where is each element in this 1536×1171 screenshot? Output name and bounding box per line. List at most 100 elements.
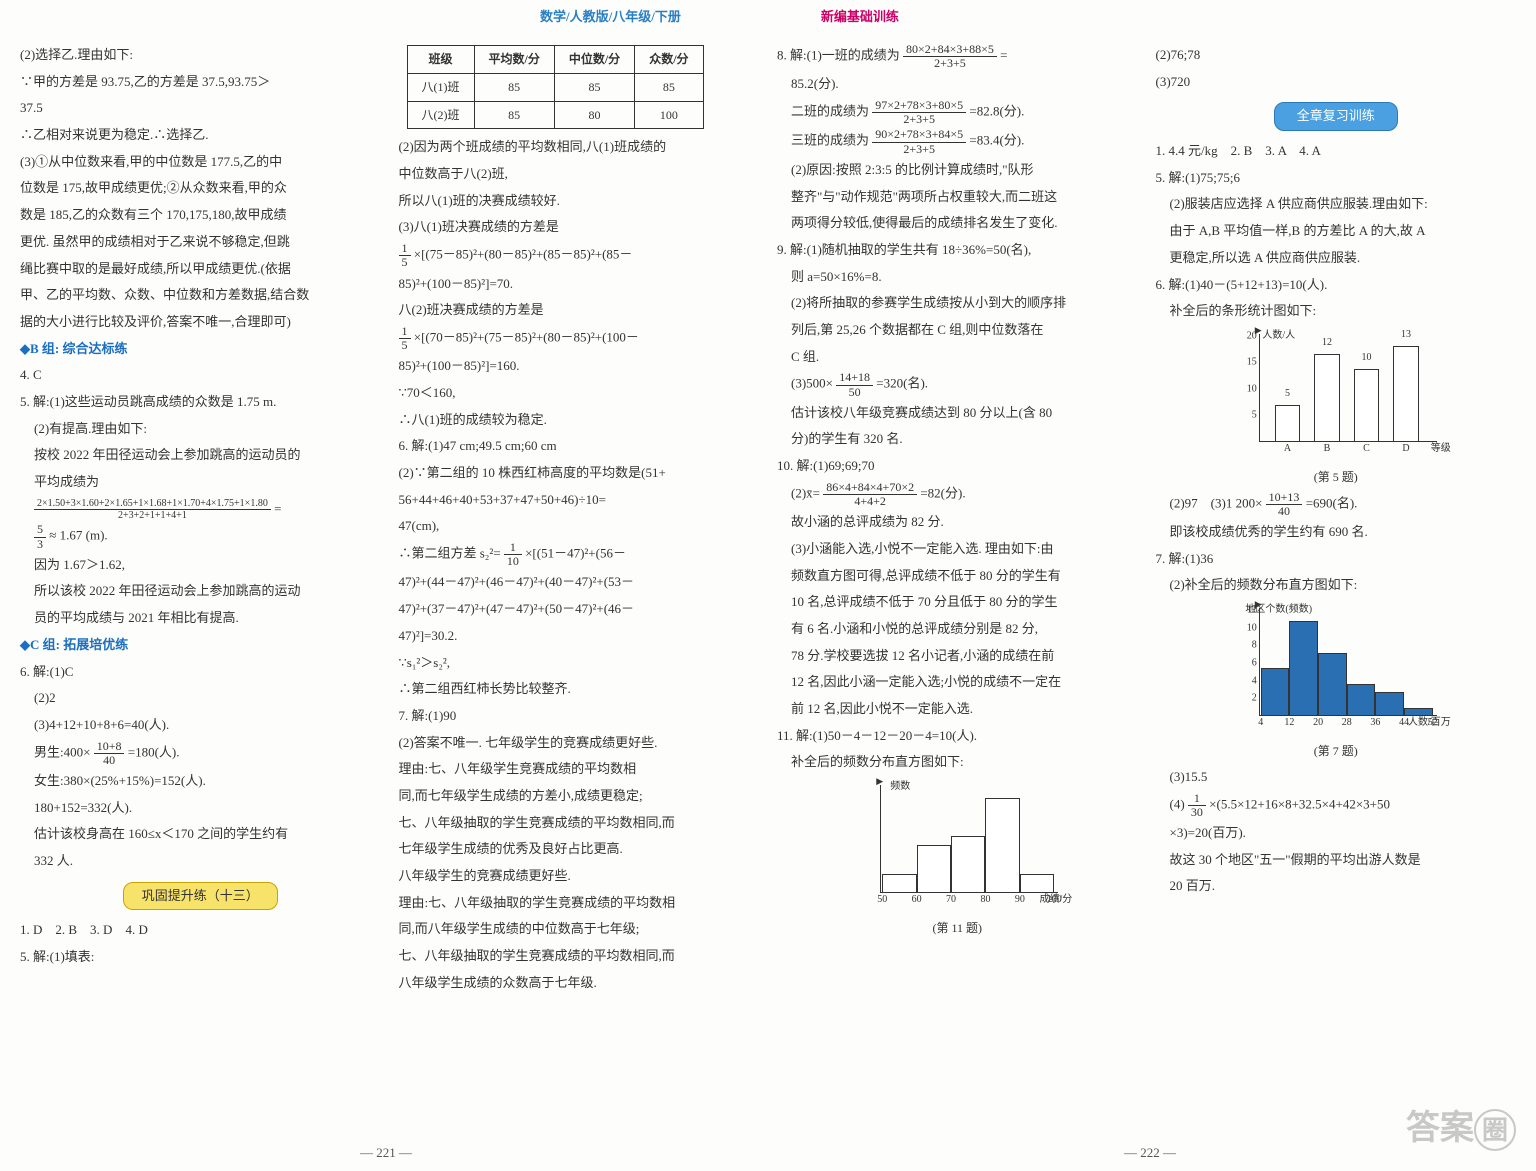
text: 理由:七、八年级学生竞赛成绩的平均数相	[399, 757, 760, 782]
formula: 8. 解:(1)一班的成绩为 80×2+84×3+88×52+3+5 =	[777, 43, 1138, 70]
text: (2)将所抽取的参赛学生成绩按从小到大的顺序排	[777, 291, 1138, 316]
text: 5. 解:(1)75;75;6	[1156, 166, 1517, 191]
text: (2)2	[20, 686, 381, 711]
text: ×3)=20(百万).	[1156, 821, 1517, 846]
text: 前 12 名,因此小悦不一定能入选.	[777, 697, 1138, 722]
text: 5. 解:(1)这些运动员跳高成绩的众数是 1.75 m.	[20, 390, 381, 415]
text: 估计该校八年级竞赛成绩达到 80 分以上(含 80	[777, 401, 1138, 426]
text: 47(cm),	[399, 514, 760, 539]
text: (3)八(1)班决赛成绩的方差是	[399, 215, 760, 240]
text: 八(2)班决赛成绩的方差是	[399, 298, 760, 323]
text: 故这 30 个地区"五一"假期的平均出游人数是	[1156, 848, 1517, 873]
score-table: 班级 平均数/分 中位数/分 众数/分 八(1)班 85 85 85 八(2)班…	[407, 45, 704, 129]
text: 数是 185,乙的众数有三个 170,175,180,故甲成绩	[20, 203, 381, 228]
text: 平均成绩为	[20, 470, 381, 495]
text: 11. 解:(1)50－4－12－20－4=10(人).	[777, 724, 1138, 749]
text: 7. 解:(1)36	[1156, 547, 1517, 572]
page-body: (2)选择乙.理由如下: ∵甲的方差是 93.75,乙的方差是 37.5,93.…	[0, 31, 1536, 1037]
text: 10 名,总评成绩不低于 70 分且低于 80 分的学生	[777, 590, 1138, 615]
histogram-q11: 频数5060708090100成绩/分	[852, 781, 1062, 911]
page-number-left: — 221 —	[360, 1145, 412, 1161]
text: ∵70＜160,	[399, 381, 760, 406]
column-1: (2)选择乙.理由如下: ∵甲的方差是 93.75,乙的方差是 37.5,93.…	[20, 41, 381, 997]
pill-chapter-review: 全章复习训练	[1274, 102, 1398, 131]
watermark: 答案圈	[1406, 1100, 1516, 1151]
text: 补全后的频数分布直方图如下:	[777, 750, 1138, 775]
text: (2)选择乙.理由如下:	[20, 43, 381, 68]
text: (3)①从中位数来看,甲的中位数是 177.5,乙的中	[20, 150, 381, 175]
text: (2)因为两个班成绩的平均数相同,八(1)班成绩的	[399, 135, 760, 160]
bar-chart-q5: 5101520人数/人5121013ABCD等级	[1231, 330, 1441, 460]
formula: (2)x̄= 86×4+84×4+70×24+4+2 =82(分).	[777, 481, 1138, 508]
text: 所以八(1)班的决赛成绩较好.	[399, 189, 760, 214]
histogram-q7: 24681012地区个数(频数)4122028364452人数/百万	[1231, 604, 1441, 734]
text: 八年级学生成绩的众数高于七年级.	[399, 971, 760, 996]
text: 故小涵的总评成绩为 82 分.	[777, 510, 1138, 535]
text: 整齐"与"动作规范"两项所占权重较大,而二班这	[777, 185, 1138, 210]
text: 7. 解:(1)90	[399, 704, 760, 729]
header-left: 数学/人教版/八年级/下册	[540, 6, 681, 29]
text: 按校 2022 年田径运动会上参加跳高的运动员的	[20, 443, 381, 468]
page-headers: 数学/人教版/八年级/下册 新编基础训练	[0, 0, 1536, 31]
formula: (3)500× 14+1850 =320(名).	[777, 371, 1138, 398]
text: 4. C	[20, 363, 381, 388]
text: 绳比赛中取的是最好成绩,所以甲成绩更优.(依据	[20, 257, 381, 282]
text: 两项得分较低,使得最后的成绩排名发生了变化.	[777, 211, 1138, 236]
text: ∴第二组西红柿长势比较整齐.	[399, 677, 760, 702]
chart-caption: (第 11 题)	[777, 917, 1138, 940]
text: ∴八(1)班的成绩较为稳定.	[399, 408, 760, 433]
text: 85)²+(100－85)²]=70.	[399, 272, 760, 297]
text: 即该校成绩优秀的学生约有 690 名.	[1156, 520, 1517, 545]
text: 更优. 虽然甲的成绩相对于乙来说不够稳定,但跳	[20, 230, 381, 255]
text: 分)的学生有 320 名.	[777, 427, 1138, 452]
text: (2)∵第二组的 10 株西红柿高度的平均数是(51+	[399, 461, 760, 486]
chart-caption: (第 5 题)	[1156, 466, 1517, 489]
text: ∴乙相对来说更为稳定.∴选择乙.	[20, 123, 381, 148]
text: 因为 1.67＞1.62,	[20, 553, 381, 578]
text: 七年级学生成绩的优秀及良好占比更高.	[399, 837, 760, 862]
column-2: 班级 平均数/分 中位数/分 众数/分 八(1)班 85 85 85 八(2)班…	[399, 41, 760, 997]
formula: 15 ×[(75－85)²+(80－85)²+(85－85)²+(85－	[399, 242, 760, 269]
pill-consolidation: 巩固提升练（十三）	[123, 882, 278, 911]
formula: 男生:400× 10+840 =180(人).	[20, 740, 381, 767]
formula: 15 ×[(70－85)²+(75－85)²+(80－85)²+(100－	[399, 325, 760, 352]
section-c: ◆C 组: 拓展培优练	[20, 633, 381, 658]
text: 补全后的条形统计图如下:	[1156, 299, 1517, 324]
text: 47)²+(44－47)²+(46－47)²+(40－47)²+(53－	[399, 570, 760, 595]
text: 85)²+(100－85)²]=160.	[399, 354, 760, 379]
text: 5. 解:(1)填表:	[20, 945, 381, 970]
text: 6. 解:(1)C	[20, 660, 381, 685]
text: 180+152=332(人).	[20, 796, 381, 821]
text: ∵s₁²＞s₂²,	[399, 651, 760, 676]
text: 47)²]=30.2.	[399, 624, 760, 649]
text: 更稳定,所以选 A 供应商供应服装.	[1156, 246, 1517, 271]
text: 七、八年级抽取的学生竞赛成绩的平均数相同,而	[399, 944, 760, 969]
text: ∵甲的方差是 93.75,乙的方差是 37.5,93.75＞	[20, 70, 381, 95]
formula: 53 ≈ 1.67 (m).	[20, 523, 381, 550]
text: (2)答案不唯一. 七年级学生的竞赛成绩更好些.	[399, 731, 760, 756]
text: 1. D 2. B 3. D 4. D	[20, 918, 381, 943]
formula: (4) 130 ×(5.5×12+16×8+32.5×4+42×3+50	[1156, 792, 1517, 819]
formula: 二班的成绩为 97×2+78×3+80×52+3+5 =82.8(分).	[777, 99, 1138, 126]
text: 20 百万.	[1156, 874, 1517, 899]
formula: 三班的成绩为 90×2+78×3+84×52+3+5 =83.4(分).	[777, 128, 1138, 155]
text: 10. 解:(1)69;69;70	[777, 454, 1138, 479]
text: 估计该校身高在 160≤x＜170 之间的学生约有	[20, 822, 381, 847]
text: 1. 4.4 元/kg 2. B 3. A 4. A	[1156, 139, 1517, 164]
text: 位数是 175,故甲成绩更优;②从众数来看,甲的众	[20, 176, 381, 201]
page-number-right: — 222 —	[1124, 1145, 1176, 1161]
text: 七、八年级抽取的学生竞赛成绩的平均数相同,而	[399, 811, 760, 836]
header-right: 新编基础训练	[821, 6, 899, 29]
text: 所以该校 2022 年田径运动会上参加跳高的运动	[20, 579, 381, 604]
text: 37.5	[20, 96, 381, 121]
text: 85.2(分).	[777, 72, 1138, 97]
text: (2)原因:按照 2:3:5 的比例计算成绩时,"队形	[777, 158, 1138, 183]
text: (2)有提高.理由如下:	[20, 417, 381, 442]
text: 理由:七、八年级抽取的学生竞赛成绩的平均数相	[399, 891, 760, 916]
section-b: ◆B 组: 综合达标练	[20, 337, 381, 362]
text: 12 名,因此小涵一定能入选;小悦的成绩不一定在	[777, 670, 1138, 695]
text: 同,而七年级学生成绩的方差小,成绩更稳定;	[399, 784, 760, 809]
text: 据的大小进行比较及评价,答案不唯一,合理即可)	[20, 310, 381, 335]
text: 有 6 名.小涵和小悦的总评成绩分别是 82 分,	[777, 617, 1138, 642]
text: (2)补全后的频数分布直方图如下:	[1156, 573, 1517, 598]
